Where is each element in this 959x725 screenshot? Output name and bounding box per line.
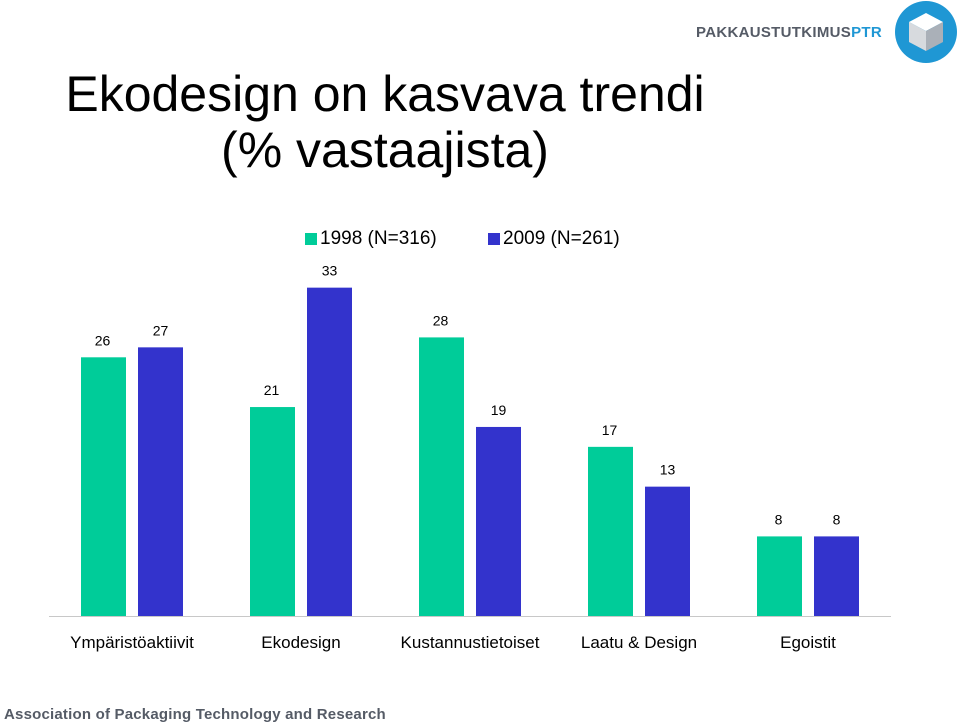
legend-swatch-series-1 [305,233,317,245]
brand-name-part1: PAKKAUSTUTKIMUS [696,24,852,41]
category-label-3: Kustannustietoiset [401,633,540,652]
bar-2-3 [476,426,521,616]
legend-label-series-1: 1998 (N=316) [320,228,437,249]
brand-logo: PAKKAUSTUTKIMUSPTR [696,24,882,41]
bar-2-2 [307,287,352,616]
bar-1-3 [419,337,464,616]
legend-item-series-2: 2009 (N=261) [488,228,620,250]
bar-1-2 [250,407,295,616]
data-label-1-2: 21 [264,382,280,398]
data-label-2-2: 33 [322,263,338,279]
category-label-5: Egoistit [780,633,836,652]
bar-2-1 [138,347,183,616]
data-label-2-3: 19 [491,402,507,418]
bar-1-1 [81,357,126,616]
data-label-1-4: 17 [602,422,618,438]
bar-2-5 [814,536,859,616]
data-label-2-4: 13 [660,462,676,478]
legend-item-series-1: 1998 (N=316) [305,228,437,250]
data-label-2-5: 8 [833,511,841,527]
data-label-1-1: 26 [95,332,111,348]
category-label-4: Laatu & Design [581,633,697,652]
legend-swatch-series-2 [488,233,500,245]
cube-icon [895,1,957,63]
category-label-2: Ekodesign [261,633,340,652]
footer-organization: Association of Packaging Technology and … [4,706,386,723]
category-label-1: Ympäristöaktiivit [70,633,194,652]
data-label-1-5: 8 [775,511,783,527]
data-label-2-1: 27 [153,322,169,338]
legend-label-series-2: 2009 (N=261) [503,228,620,249]
bar-1-5 [757,536,802,616]
bar-2-4 [645,486,690,616]
data-label-1-3: 28 [433,312,449,328]
brand-name-part2: PTR [851,24,882,41]
bar-1-4 [588,446,633,616]
chart-title: Ekodesign on kasvava trendi (% vastaajis… [65,66,705,178]
